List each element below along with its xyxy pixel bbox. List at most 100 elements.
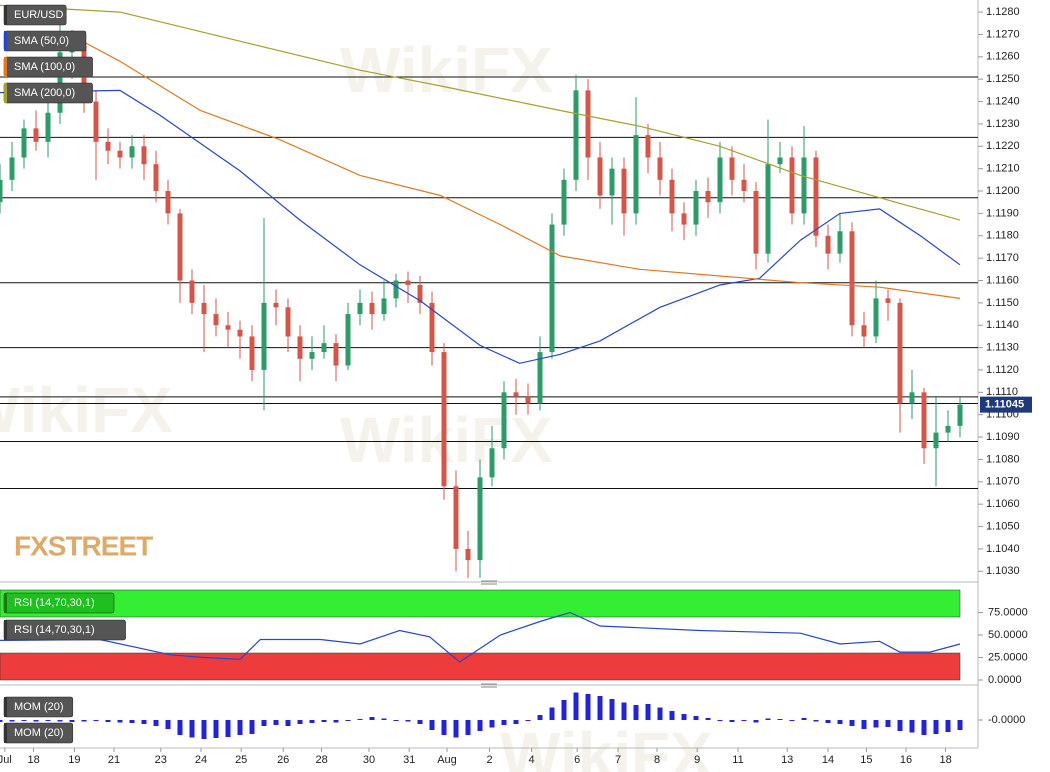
candle-body — [597, 157, 603, 196]
mom-bar — [489, 720, 495, 728]
candle-body — [897, 302, 903, 404]
mom-bar — [933, 720, 939, 734]
mom-bar — [549, 707, 555, 720]
y-tick-label: 1.1180 — [986, 230, 1019, 242]
rsi-line — [0, 611, 961, 663]
mom-bar — [957, 720, 963, 730]
mom-bar — [285, 720, 291, 726]
legend-label: RSI (14,70,30,1) — [14, 624, 95, 636]
mom-bar — [237, 720, 243, 735]
x-tick-label: 7 — [615, 754, 621, 766]
candle-body — [705, 191, 711, 203]
x-tick-label: 30 — [363, 754, 375, 766]
candle-body — [465, 548, 471, 561]
legend-swatch — [4, 83, 7, 103]
mom-bar — [705, 718, 711, 720]
mom-bar — [45, 720, 51, 721]
mom-bar — [201, 720, 207, 739]
x-tick-label: 14 — [822, 754, 834, 766]
mom-bar — [597, 696, 603, 720]
mom-bar — [345, 720, 351, 721]
candle-body — [789, 157, 795, 214]
y-tick-label: 1.1040 — [986, 543, 1020, 555]
candle-body — [741, 179, 747, 192]
mom-bar — [153, 720, 159, 726]
candle-body — [909, 392, 915, 404]
candle-body — [861, 325, 867, 337]
candle-body — [585, 90, 591, 158]
candle-body — [225, 325, 231, 330]
candle-body — [633, 135, 639, 214]
x-tick-label: 31 — [403, 754, 415, 766]
mom-bar — [81, 720, 87, 722]
x-tick-label: 23 — [155, 754, 167, 766]
mom-bar — [861, 720, 867, 729]
mom-bar — [573, 692, 579, 720]
y-tick-label: 1.1160 — [986, 274, 1019, 286]
candle-body — [837, 231, 843, 254]
mom-bar — [909, 720, 915, 733]
mom-bar — [681, 714, 687, 720]
candle-body — [921, 392, 927, 449]
candle-body — [9, 157, 15, 180]
mom-bar — [21, 720, 27, 721]
mom-bar — [765, 718, 771, 720]
rsi-band — [0, 652, 961, 681]
mom-bar — [333, 720, 339, 723]
candle-body — [753, 191, 759, 254]
candle-body — [525, 396, 531, 404]
candle-body — [801, 157, 807, 214]
x-tick-label: 6 — [574, 754, 580, 766]
candle-body — [273, 302, 279, 308]
x-tick-label: 24 — [195, 754, 207, 766]
x-tick-label: 11 — [732, 754, 743, 766]
candle-body — [501, 392, 507, 449]
mom-bar — [297, 720, 303, 724]
candle-body — [453, 486, 459, 549]
y-tick-label: 1.1280 — [986, 6, 1020, 18]
mom-bar — [717, 720, 723, 721]
watermark: WikiFX — [500, 719, 713, 772]
x-tick-label: 15 — [860, 754, 872, 766]
x-tick-label: 21 — [108, 754, 120, 766]
legend-swatch — [4, 593, 7, 613]
candle-body — [153, 164, 159, 192]
sma-line — [69, 33, 961, 299]
y-tick-label: 1.1270 — [986, 28, 1020, 40]
candle-body — [129, 146, 135, 158]
candle-body — [117, 150, 123, 158]
candle-body — [657, 157, 663, 180]
mom-bar — [789, 720, 795, 721]
mom-bar — [645, 704, 651, 720]
candle-body — [549, 224, 555, 353]
x-tick-label: 8 — [654, 754, 660, 766]
candle-body — [297, 336, 303, 359]
mom-bar — [477, 720, 483, 731]
mom-bar — [57, 720, 63, 722]
y-tick-label: 1.1220 — [986, 140, 1020, 152]
y-tick-label: 1.1140 — [986, 319, 1019, 331]
candle-body — [573, 90, 579, 180]
candle-body — [681, 213, 687, 225]
y-tick-label: 25.0000 — [988, 651, 1028, 663]
candle-body — [21, 128, 27, 158]
mom-bar — [465, 720, 471, 735]
grip[interactable] — [481, 580, 497, 688]
mom-bar — [405, 720, 411, 722]
y-tick-label: 1.1130 — [986, 342, 1019, 354]
candle-body — [825, 235, 831, 254]
x-tick-label: 28 — [315, 754, 327, 766]
logo: FXSTREET — [14, 530, 153, 561]
candle-body — [393, 280, 399, 299]
candle-body — [537, 352, 543, 404]
mom-bar — [33, 720, 39, 722]
candle-body — [609, 168, 615, 196]
watermark: WikiFX — [340, 34, 553, 106]
candle-body — [177, 213, 183, 281]
mom-bar — [669, 711, 675, 720]
mom-bar — [537, 715, 543, 720]
mom-bar — [141, 720, 147, 724]
mom-bar — [837, 720, 843, 724]
sma-line — [0, 89, 961, 364]
